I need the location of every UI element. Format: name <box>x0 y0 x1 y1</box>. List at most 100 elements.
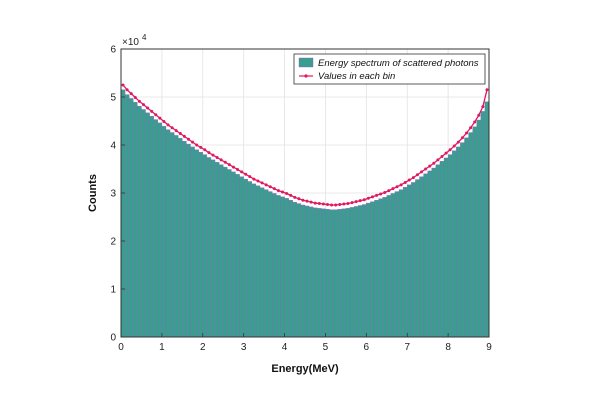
x-tick-label: 5 <box>323 342 329 353</box>
legend: Energy spectrum of scattered photons Val… <box>293 53 486 85</box>
series-marker <box>178 131 182 135</box>
series-marker <box>231 165 235 169</box>
histogram-bar <box>435 164 441 338</box>
series-marker <box>170 126 174 130</box>
series-marker <box>125 88 129 92</box>
series-marker <box>289 193 293 197</box>
histogram-bar <box>452 150 457 338</box>
histogram-bar <box>443 157 449 338</box>
series-marker <box>473 120 477 124</box>
histogram-bar <box>390 193 396 338</box>
x-tick-label: 4 <box>282 342 288 353</box>
series-marker <box>154 113 158 117</box>
legend-swatch-bars <box>298 57 314 68</box>
histogram-bar <box>341 208 347 338</box>
histogram-bar <box>288 200 293 338</box>
histogram-bar <box>243 178 248 338</box>
series-marker <box>186 137 190 141</box>
series-marker <box>244 172 248 176</box>
histogram-bar <box>407 184 412 338</box>
y-exponent-base: ×10 <box>122 37 139 48</box>
histogram-bar <box>353 206 359 338</box>
histogram-bar <box>198 152 203 338</box>
histogram-bar <box>419 176 424 338</box>
histogram-bar <box>296 203 302 338</box>
histogram-bar <box>259 187 265 338</box>
histogram-bar <box>120 89 126 338</box>
y-tick-label: 4 <box>110 141 116 152</box>
histogram-bar <box>190 146 195 338</box>
y-tick-label: 2 <box>110 237 116 248</box>
series-marker <box>219 158 223 162</box>
series-marker <box>387 189 391 193</box>
histogram-bar <box>398 189 404 338</box>
series-marker <box>366 196 370 200</box>
series-marker <box>191 140 195 144</box>
series-marker <box>444 151 448 155</box>
series-marker <box>485 88 489 92</box>
series-marker <box>313 201 317 205</box>
histogram-bar <box>439 161 445 338</box>
series-marker <box>174 129 178 133</box>
series-marker <box>211 153 215 157</box>
histogram-bar <box>129 98 134 338</box>
series-marker <box>370 195 374 199</box>
series-marker <box>121 83 125 87</box>
histogram-bar <box>255 185 261 338</box>
series-marker <box>293 195 297 199</box>
histogram-bar <box>329 209 334 338</box>
series-marker <box>436 158 440 162</box>
series-marker <box>379 192 383 196</box>
histogram-bar <box>263 189 269 338</box>
histogram-bar <box>149 116 154 338</box>
histogram-bar <box>304 205 310 338</box>
histogram-bar <box>313 207 318 338</box>
x-tick-label: 0 <box>118 342 124 353</box>
legend-swatch-marker <box>304 74 308 78</box>
histogram-bar <box>137 105 142 338</box>
histogram-bar <box>141 109 146 338</box>
histogram-bar <box>415 179 420 338</box>
histogram-bar <box>325 209 330 338</box>
series-marker <box>195 143 199 147</box>
y-exponent: ×10 4 <box>122 33 147 48</box>
series-marker <box>338 203 342 207</box>
histogram-bar <box>476 119 481 338</box>
histogram-bar <box>239 176 244 338</box>
histogram-bar <box>223 166 228 338</box>
series-marker <box>325 203 329 207</box>
series-marker <box>236 167 240 171</box>
histogram-bar <box>218 164 224 338</box>
series-marker <box>456 140 460 144</box>
histogram-bar <box>268 191 273 338</box>
histogram-bar <box>394 191 400 338</box>
series-marker <box>432 161 436 165</box>
series-marker <box>481 105 485 109</box>
series-marker <box>330 203 334 207</box>
series-marker <box>252 177 256 181</box>
histogram-bar <box>460 142 465 338</box>
histogram-bar <box>349 207 355 338</box>
y-exponent-power: 4 <box>142 33 147 42</box>
histogram-bar <box>382 197 387 338</box>
series-marker <box>276 189 280 193</box>
histogram-bar <box>374 200 379 338</box>
histogram-bar <box>484 101 490 338</box>
series-marker <box>141 103 145 107</box>
histogram-bar <box>468 132 473 338</box>
histogram-bar <box>272 193 277 338</box>
histogram-bar <box>292 201 297 338</box>
histogram-bar <box>178 138 183 338</box>
series-marker <box>334 203 338 207</box>
histogram-bar <box>165 129 171 338</box>
legend-label-line: Values in each bin <box>318 71 395 82</box>
histogram-bar <box>423 173 428 338</box>
x-tick-label: 6 <box>364 342 370 353</box>
y-tick-label: 1 <box>110 285 116 296</box>
histogram-bar <box>194 149 199 338</box>
y-tick-label: 0 <box>110 333 116 344</box>
histogram-bar <box>362 204 367 338</box>
histogram-bar <box>456 146 461 338</box>
histogram-bar <box>206 157 212 338</box>
series-marker <box>358 199 362 203</box>
